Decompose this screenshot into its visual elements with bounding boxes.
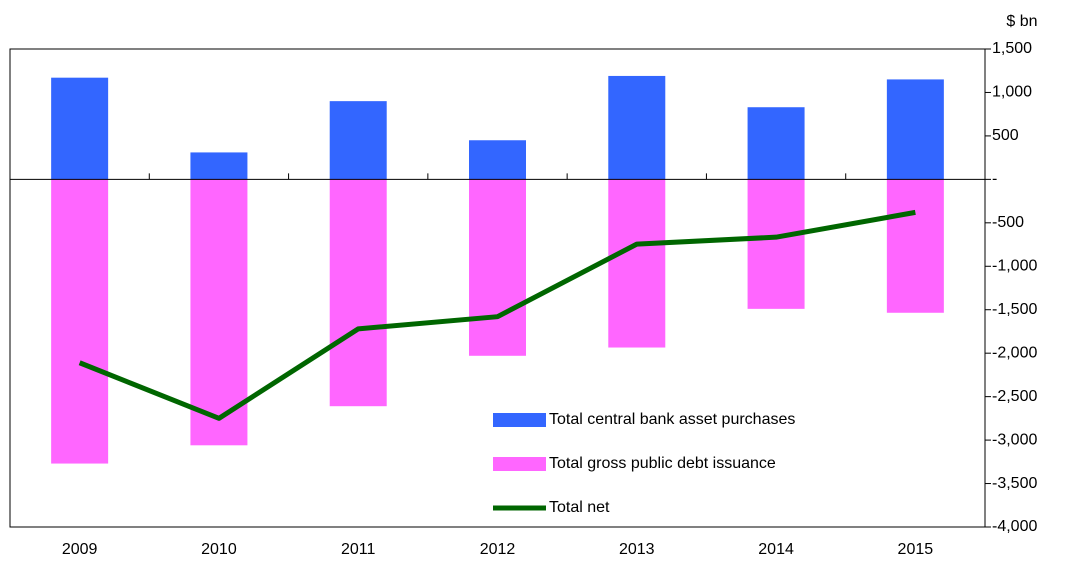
y-tick-label: 1,500 [992, 40, 1032, 57]
y-axis-label: $ bn [1006, 13, 1037, 30]
bar [51, 77, 109, 180]
line [78, 209, 916, 421]
bar [608, 75, 666, 180]
bar [886, 79, 944, 180]
bar [329, 179, 387, 407]
plot-border [9, 48, 986, 528]
x-tick-label: 2014 [758, 541, 794, 558]
y-tick-label: 500 [992, 127, 1019, 144]
bar [190, 152, 248, 180]
y-tick-label: - [992, 171, 997, 188]
bar [329, 101, 387, 180]
bar [747, 179, 805, 309]
bar [469, 140, 526, 180]
x-tick-label: 2012 [480, 541, 516, 558]
y-tick-label: -1,000 [992, 257, 1037, 274]
x-tick-label: 2015 [898, 541, 934, 558]
bar [608, 179, 666, 348]
x-tick-label: 2010 [201, 541, 237, 558]
legend-label: Total central bank asset purchases [549, 411, 795, 428]
y-tick-label: -4,000 [992, 518, 1037, 535]
x-tick-label: 2011 [341, 541, 376, 558]
bar [51, 179, 109, 464]
y-tick-label: 1,000 [992, 84, 1032, 101]
bar [190, 179, 248, 446]
y-tick-label: -2,500 [992, 388, 1037, 405]
bar [469, 179, 526, 356]
y-tick-label: -3,500 [992, 475, 1037, 492]
y-tick-label: -2,000 [992, 344, 1037, 361]
legend-label: Total net [549, 499, 610, 516]
y-tick-label: -3,000 [992, 431, 1037, 448]
x-tick-label: 2013 [619, 541, 655, 558]
bar [886, 179, 944, 313]
legend-label: Total gross public debt issuance [549, 455, 776, 472]
y-tick-label: -1,500 [992, 301, 1037, 318]
legend-swatch [493, 413, 546, 427]
y-tick-label: -500 [992, 214, 1024, 231]
x-tick-label: 2009 [62, 541, 98, 558]
legend-swatch [493, 457, 546, 471]
bar [747, 107, 805, 180]
